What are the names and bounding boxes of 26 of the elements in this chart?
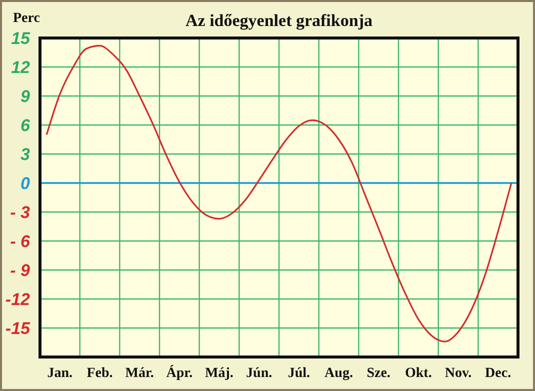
x-tick-label: Feb. (86, 366, 113, 381)
y-tick-label: 6 (20, 116, 31, 135)
x-tick-label: Dec. (485, 366, 512, 381)
x-tick-label: Ápr. (166, 364, 193, 381)
y-tick-label: 9 (20, 87, 31, 106)
x-tick-label: Júl. (288, 366, 310, 381)
y-tick-label: 12 (11, 58, 31, 77)
x-tick-label: Aug. (324, 366, 353, 381)
y-axis-title: Perc (13, 11, 40, 26)
y-tick-label: -12 (5, 290, 31, 309)
y-tick-label: 0 (20, 174, 31, 193)
y-tick-label: - 9 (10, 261, 31, 280)
y-tick-label: -15 (5, 319, 31, 338)
chart-title: Az időegyenlet grafikonja (186, 11, 373, 30)
x-tick-label: Nov. (444, 366, 472, 381)
x-tick-label: Máj. (205, 366, 234, 381)
x-tick-label: Jan. (47, 366, 73, 381)
x-tick-label: Már. (125, 366, 154, 381)
y-tick-label: 3 (20, 145, 31, 164)
x-tick-label: Sze. (366, 366, 390, 381)
line-series (46, 44, 512, 342)
x-tick-label: Jún. (246, 366, 272, 381)
y-tick-label: 15 (11, 29, 31, 48)
y-tick-label: - 6 (10, 232, 31, 251)
x-tick-label: Okt. (404, 366, 432, 381)
y-tick-label: - 3 (10, 203, 31, 222)
